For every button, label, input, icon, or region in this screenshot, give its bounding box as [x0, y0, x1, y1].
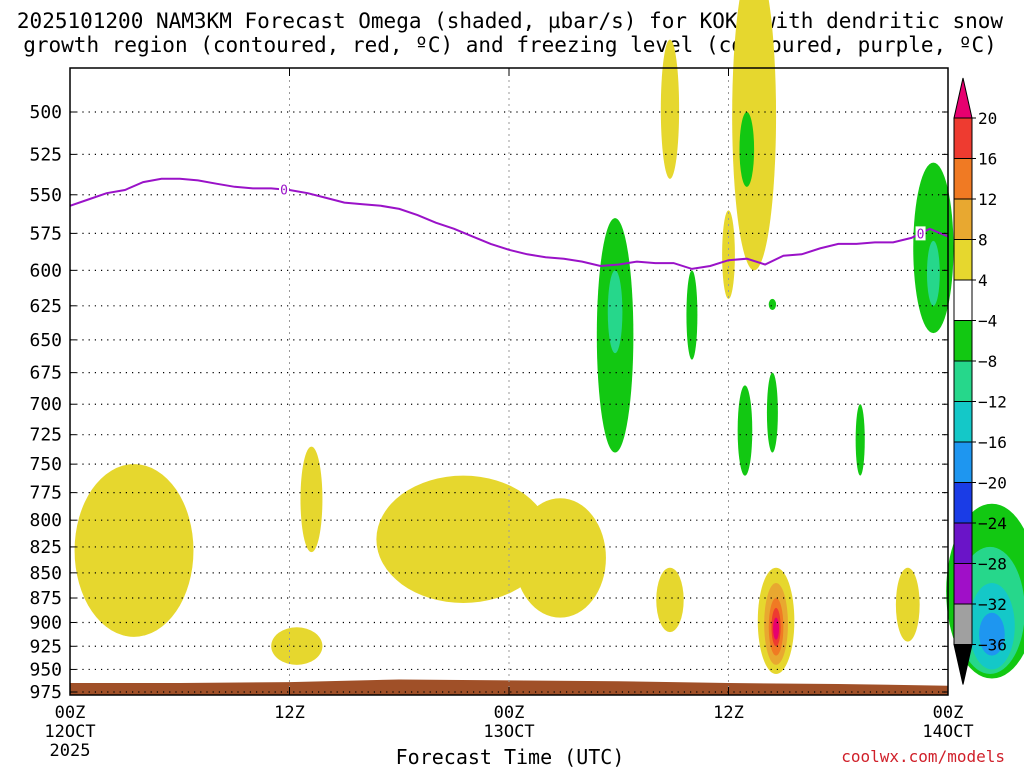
xtick-year-0: 2025 [50, 741, 91, 761]
xtick-date-48: 14OCT [922, 722, 973, 742]
colorbar-segment-2 [953, 158, 973, 200]
colorbar: 20 16 12 8 4 −4 −8 −12 −16 −20 −24 −28 −32 −36 [953, 77, 1007, 685]
omega-region-4 [514, 498, 606, 618]
xtick-date-24: 13OCT [483, 722, 534, 742]
ytick-label-950: 950 [29, 659, 62, 680]
colorbar-label-13: −36 [978, 636, 1007, 655]
ytick-label-850: 850 [29, 563, 62, 584]
colorbar-bottom-arrow [953, 644, 973, 685]
ytick-label-725: 725 [29, 425, 62, 446]
omega-region-18 [739, 112, 755, 187]
omega-region-2 [271, 627, 323, 665]
omega-region-22 [766, 372, 778, 453]
ytick-label-925: 925 [29, 636, 62, 657]
omega-region-1 [300, 446, 323, 553]
colorbar-segment-4 [953, 239, 973, 281]
omega-region-17 [607, 270, 623, 354]
ytick-label-500: 500 [29, 102, 62, 123]
colorbar-label-12: −32 [978, 595, 1007, 614]
omega-region-29 [979, 612, 1005, 656]
colorbar-label-11: −28 [978, 555, 1007, 574]
ytick-label-975: 975 [29, 682, 62, 703]
colorbar-segment-8 [953, 401, 973, 443]
colorbar-segment-10 [953, 482, 973, 524]
colorbar-label-0: 20 [978, 109, 997, 128]
colorbar-top-arrow [953, 77, 973, 119]
colorbar-segment-12 [953, 563, 973, 605]
omega-region-21 [768, 298, 777, 310]
ytick-label-575: 575 [29, 223, 62, 244]
ytick-label-650: 650 [29, 330, 62, 351]
colorbar-segment-13 [953, 603, 973, 645]
omega-region-19 [686, 270, 698, 360]
xtick-label-36: 12Z [713, 703, 744, 723]
ytick-label-750: 750 [29, 454, 62, 475]
colorbar-label-9: −20 [978, 474, 1007, 493]
ytick-label-550: 550 [29, 185, 62, 206]
chart-title-line2: growth region (contoured, red, ºC) and f… [23, 33, 997, 57]
ytick-label-700: 700 [29, 394, 62, 415]
colorbar-segment-9 [953, 441, 973, 483]
colorbar-label-1: 16 [978, 150, 997, 169]
ytick-label-525: 525 [29, 144, 62, 165]
ytick-label-825: 825 [29, 537, 62, 558]
colorbar-segment-11 [953, 522, 973, 564]
omega-region-0 [74, 464, 194, 637]
xtick-label-12: 12Z [274, 703, 305, 723]
colorbar-label-6: −8 [978, 352, 997, 371]
ytick-label-625: 625 [29, 296, 62, 317]
omega-region-7 [732, 0, 777, 271]
ytick-label-800: 800 [29, 510, 62, 531]
omega-region-20 [737, 385, 753, 476]
x-axis-title: Forecast Time (UTC) [396, 745, 625, 768]
omega-region-25 [926, 240, 940, 306]
freezing-label-1: 0 [917, 227, 925, 242]
omega-shading [74, 0, 1024, 679]
freezing-level-line [69, 177, 949, 270]
xtick-date-0: 12OCT [44, 722, 95, 742]
omega-region-3 [376, 475, 551, 603]
freezing-label-bg-1 [915, 226, 926, 241]
freezing-label-bg-0 [279, 182, 290, 197]
ytick-label-775: 775 [29, 483, 62, 504]
xtick-label-24: 00Z [494, 703, 525, 723]
colorbar-segment-3 [953, 198, 973, 240]
xtick-label-0: 00Z [55, 703, 86, 723]
freezing-level-contour: 00 [69, 177, 949, 270]
colorbar-label-8: −16 [978, 433, 1007, 452]
colorbar-label-4: 4 [978, 271, 988, 290]
omega-region-5 [656, 567, 684, 633]
xtick-label-48: 00Z [933, 703, 964, 723]
colorbar-segment-7 [953, 360, 973, 402]
colorbar-label-10: −24 [978, 514, 1007, 533]
ytick-label-600: 600 [29, 260, 62, 281]
colorbar-segment-1 [953, 117, 973, 159]
omega-region-15 [773, 617, 780, 640]
colorbar-segment-5 [953, 279, 973, 321]
colorbar-label-2: 12 [978, 190, 997, 209]
omega-region-6 [660, 39, 680, 179]
grid-lines [70, 68, 948, 695]
omega-region-10 [895, 567, 920, 642]
ytick-label-675: 675 [29, 363, 62, 384]
ytick-label-900: 900 [29, 612, 62, 633]
colorbar-label-5: −4 [978, 312, 997, 331]
y-axis-ticks: 500 525 550 575 600 625 650 675 700 725 750 775 800 8… [29, 102, 948, 703]
colorbar-segment-6 [953, 320, 973, 362]
freezing-label-0: 0 [280, 184, 288, 199]
watermark: coolwx.com/models [841, 747, 1005, 766]
colorbar-label-7: −12 [978, 393, 1007, 412]
ytick-label-875: 875 [29, 588, 62, 609]
omega-region-23 [855, 404, 865, 476]
chart-title-line1: 2025101200 NAM3KM Forecast Omega (shaded… [17, 9, 1004, 33]
colorbar-label-3: 8 [978, 231, 988, 250]
